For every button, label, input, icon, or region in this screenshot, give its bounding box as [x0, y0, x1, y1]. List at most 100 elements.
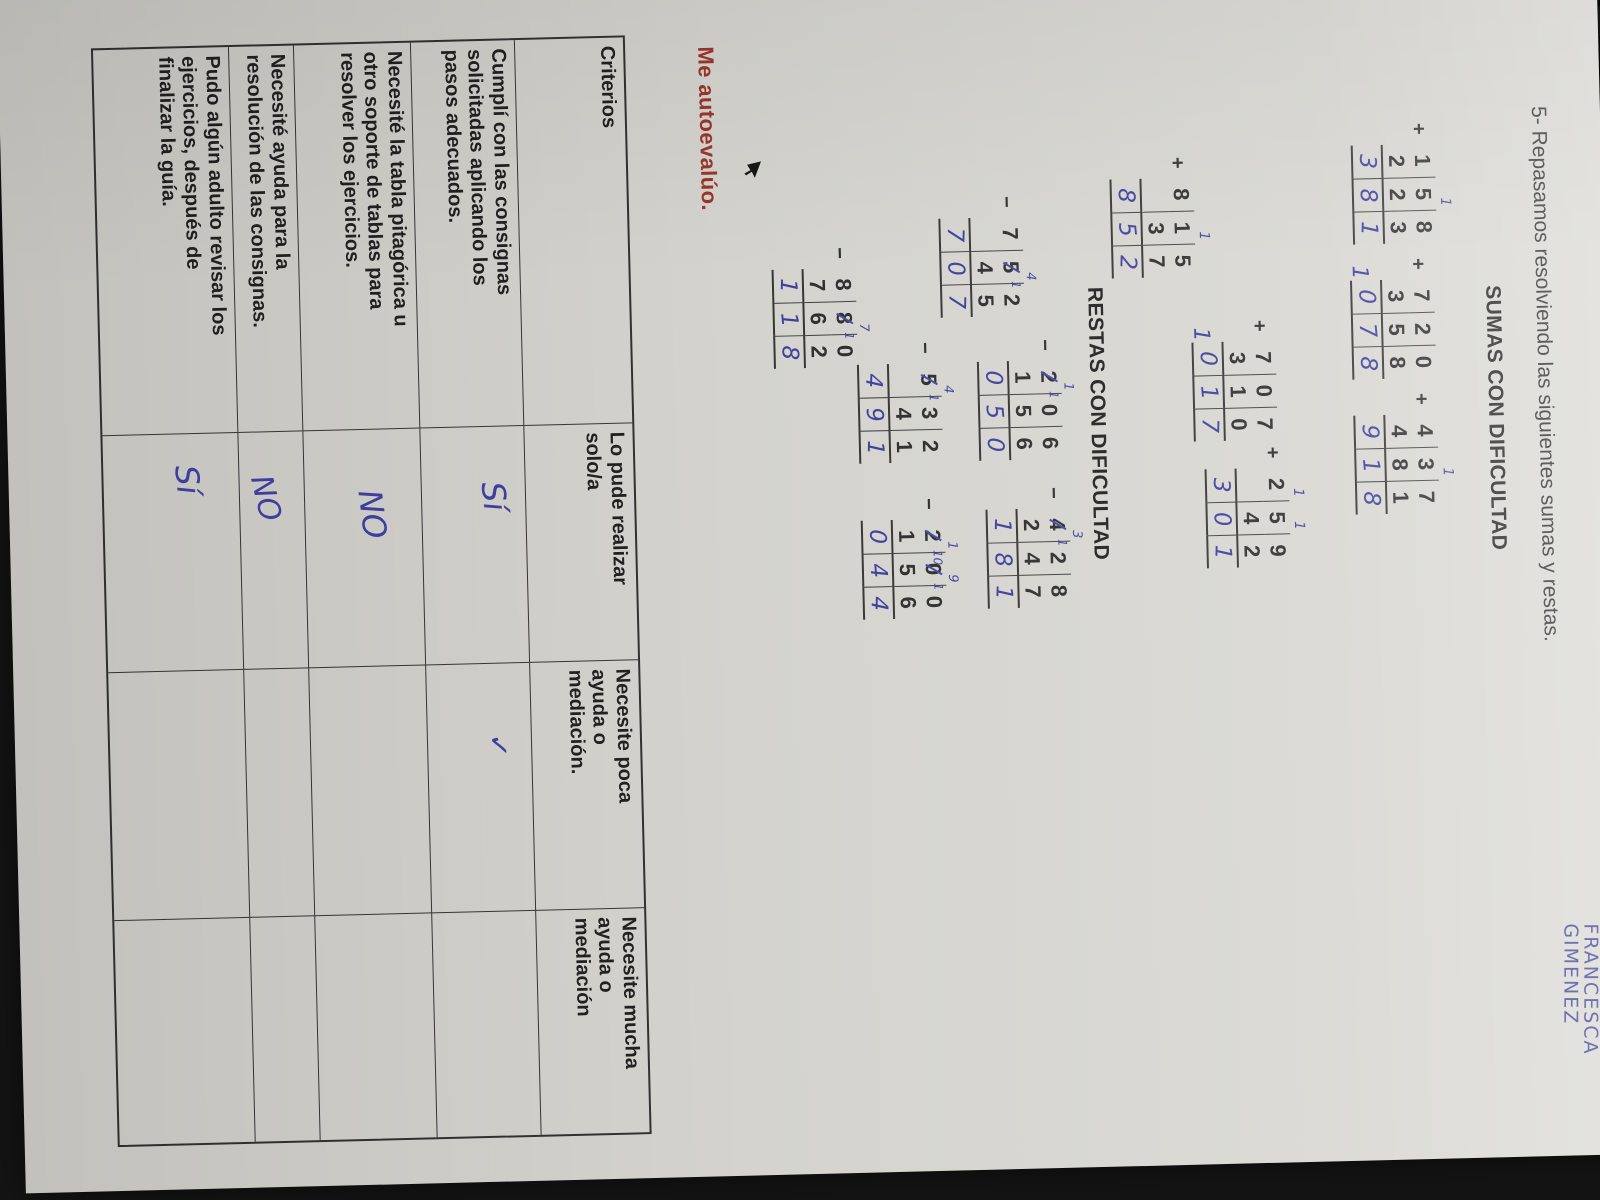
answer-cell: 0	[860, 519, 894, 554]
digit-cell: 4	[971, 250, 998, 284]
digit-cell: 2	[916, 428, 944, 463]
digit-cell: 7	[1019, 574, 1046, 608]
digit-cell: 1	[1009, 360, 1036, 394]
printed-digit: 5	[1384, 323, 1410, 337]
digit-cell: 4	[889, 396, 917, 431]
printed-digit: 2	[1018, 518, 1045, 532]
digit-cell: 54	[997, 249, 1038, 284]
printed-digit: 1	[1010, 370, 1036, 384]
handwritten-answer-digit: 1	[861, 439, 889, 456]
printed-digit: 2	[1045, 551, 1071, 565]
digit-cell: 2	[1238, 533, 1265, 568]
answer-cell: 5	[977, 394, 1011, 428]
student-name-line2: GIMENEZ	[1559, 923, 1582, 1026]
printed-digit: 0	[1251, 384, 1277, 398]
digit-cell: 8	[1386, 447, 1413, 481]
digit-grid: 2 5 9 4 2 3 0 1	[1204, 467, 1291, 569]
handwritten-answer-digit: 4	[864, 561, 892, 579]
handwritten-answer-digit: 0	[1353, 289, 1380, 305]
digit-cell: 5	[1409, 176, 1437, 211]
answer-cell: 3	[1350, 144, 1384, 179]
digit-cell: 5	[893, 552, 921, 586]
printed-digit: 6	[895, 596, 921, 610]
borrow-mark: 1	[1008, 280, 1024, 289]
cursor-arrow-icon	[743, 161, 765, 181]
digit-cell	[1237, 468, 1264, 502]
borrow-mark: 4	[1022, 272, 1038, 281]
digit-cell: 6	[894, 585, 922, 619]
printed-digit: 1	[1169, 221, 1195, 235]
handwritten-answer: Sí	[167, 463, 208, 497]
digit-cell: 2	[1383, 177, 1411, 211]
answer-cell-empty	[425, 662, 536, 914]
table-header-3: Necesite mucha ayuda o mediación	[535, 908, 650, 1135]
handwritten-answer-digit: 8	[1112, 188, 1140, 204]
digit-cell: 6	[804, 301, 832, 336]
printed-digit: 7	[997, 227, 1023, 240]
handwritten-answer-digit: 1	[1195, 383, 1223, 401]
digit-cell: 54	[915, 363, 955, 397]
handwritten-answer-digit: 8	[1354, 186, 1382, 204]
problem-resta-200-156: −21010901156044	[860, 498, 960, 620]
printed-digit: 6	[1011, 437, 1038, 451]
handwritten-answer-digit: 4	[865, 595, 892, 612]
printed-digit: 5	[894, 563, 921, 577]
answer-cell: 7	[1350, 312, 1384, 347]
operator-sign: −	[1041, 486, 1065, 500]
handwritten-answer-digit: 1	[988, 518, 1016, 534]
digit-cell: 5	[1382, 312, 1410, 346]
printed-digit: 4	[1019, 552, 1045, 566]
printed-digit: 7	[1409, 289, 1435, 302]
answer-cell: 9	[857, 397, 891, 431]
answer-cell-empty	[243, 668, 315, 918]
digit-cell: 43	[1043, 508, 1084, 542]
answer-cell: 5	[1110, 211, 1144, 246]
problem-resta-880-762: −88701762118	[771, 247, 871, 369]
answer-cell: 8	[773, 335, 806, 369]
digit-cell: 8	[1167, 178, 1194, 212]
printed-digit: 4	[1238, 511, 1264, 525]
restas-heading: RESTAS CON DIFICULTAD	[1083, 286, 1113, 561]
handwritten-answer-digit: 7	[1196, 417, 1223, 433]
printed-digit: 5	[1010, 404, 1037, 418]
digit-cell: 4	[1411, 414, 1438, 448]
criterio-row-1: Cumplí con las consignas solicitadas apli…	[409, 40, 524, 429]
handwritten-answer-digit: 0	[980, 370, 1007, 386]
borrow-mark: 9	[945, 574, 961, 583]
answer-cell-empty	[308, 665, 432, 917]
digit-cell: 4	[1237, 500, 1265, 535]
handwritten-answer-digit: 7	[1353, 321, 1381, 339]
handwritten-answer-digit: 8	[1358, 490, 1385, 506]
answer-cell: 1	[1354, 447, 1387, 482]
criterio-row-4: Pudo algún adulto revisar los ejercicios,…	[92, 47, 238, 437]
handwritten-answer-digit: 7	[943, 293, 970, 310]
digit-cell: 0	[1250, 373, 1278, 408]
operator-sign: −	[917, 497, 940, 511]
digit-cell: 0	[1225, 407, 1252, 441]
handwritten-answer: NO	[350, 487, 395, 542]
operator-sign: −	[828, 246, 851, 260]
handwritten-answer-digit: 1	[1209, 544, 1236, 560]
printed-digit: 7	[804, 278, 831, 292]
digit-cell: 7	[1251, 406, 1278, 441]
answer-cell: 4	[856, 364, 890, 398]
operator-sign: +	[1407, 122, 1430, 135]
printed-digit: 1	[893, 529, 920, 543]
problem-resta-752-45: −7542145707	[938, 196, 1038, 318]
answer-cell: 1	[772, 302, 806, 336]
answer-cell-empty	[431, 910, 541, 1138]
printed-digit: 5	[1170, 254, 1196, 268]
printed-digit: 1	[1409, 154, 1436, 167]
printed-digit: 0	[1410, 355, 1437, 369]
digit-grid: 43218247181	[985, 508, 1084, 609]
digit-cell: 9	[1264, 533, 1291, 567]
problem-suma-437-481: +1 4 3 7 4 8 1 9 1 8	[1353, 393, 1456, 515]
sumas-heading: SUMAS CON DIFICULTAD	[1481, 284, 1511, 551]
operator-sign: +	[1165, 156, 1189, 169]
